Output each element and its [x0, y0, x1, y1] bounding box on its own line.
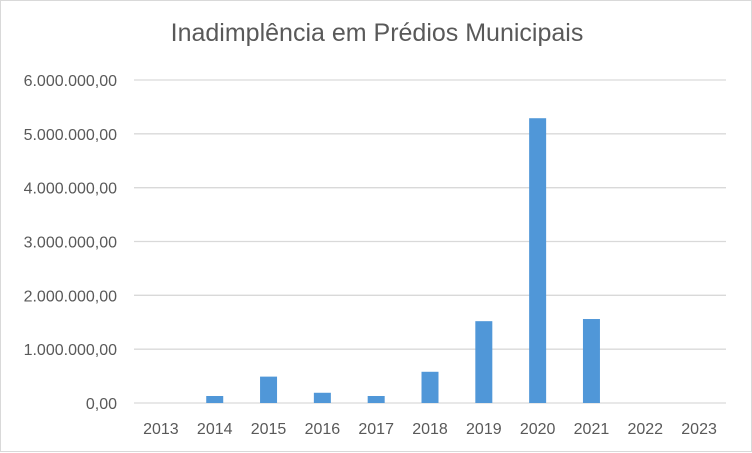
y-tick-label: 3.000.000,00	[24, 235, 118, 252]
x-tick-label: 2013	[143, 421, 179, 438]
bar-2016	[313, 392, 331, 403]
bar-2021	[582, 319, 600, 403]
x-tick-label: 2023	[681, 421, 717, 438]
x-tick-label: 2021	[574, 421, 610, 438]
chart-title: Inadimplência em Prédios Municipais	[170, 19, 584, 47]
x-tick-label: 2014	[197, 421, 233, 438]
x-tick-label: 2018	[412, 421, 448, 438]
bar-2019	[475, 321, 493, 403]
bar-2018	[421, 371, 439, 403]
x-tick-label: 2022	[627, 421, 663, 438]
y-tick-label: 6.000.000,00	[24, 73, 118, 90]
x-tick-label: 2019	[466, 421, 502, 438]
y-tick-label: 0,00	[86, 396, 117, 413]
y-tick-label: 5.000.000,00	[24, 127, 118, 144]
y-tick-label: 2.000.000,00	[24, 288, 118, 305]
x-tick-label: 2015	[251, 421, 287, 438]
y-tick-label: 4.000.000,00	[24, 181, 118, 198]
bar-2020	[529, 118, 547, 403]
bar-2014	[206, 396, 224, 403]
y-tick-label: 1.000.000,00	[24, 342, 118, 359]
x-tick-label: 2020	[520, 421, 556, 438]
x-tick-label: 2016	[305, 421, 341, 438]
bar-2015	[260, 376, 278, 403]
x-tick-label: 2017	[358, 421, 394, 438]
bar-2017	[367, 396, 385, 403]
